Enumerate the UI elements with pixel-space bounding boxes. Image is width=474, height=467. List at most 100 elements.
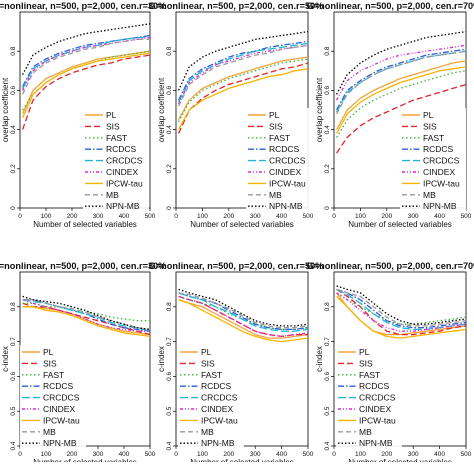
panel-2-legend-label-sis: SIS: [269, 121, 283, 131]
panel-4-series-sis: [22, 302, 151, 336]
panel-3-legend-label-ipcw-tau: IPCW-tau: [423, 178, 460, 188]
panel-1-xtick-label: 0: [18, 213, 22, 220]
panel-2-xlabel: Number of selected variables: [190, 220, 294, 229]
panel-4-ytick-label: 0.7: [10, 337, 17, 346]
panel-1-legend-bg: [83, 108, 149, 214]
panel-2-ytick-label: 0.4: [166, 125, 173, 134]
panel-5-legend-label-ipcw-tau: IPCW-tau: [201, 415, 238, 425]
panel-3-legend-label-mb: MB: [423, 190, 436, 200]
panel-3-ytick-label: 0.2: [324, 164, 331, 173]
panel-6-series-npn-mb: [336, 285, 467, 325]
panel-6-series-cindex: [336, 292, 467, 332]
panel-5-legend-label-crcdcs: CRCDCS: [201, 393, 238, 403]
panel-4-legend-label-fast: FAST: [43, 370, 64, 380]
panel-2-title: G=nonlinear, n=500, p=2,000, cen.r=50%: [149, 1, 324, 11]
panel-1-ytick-label: 0.8: [10, 46, 17, 55]
panel-4: G=nonlinear, n=500, p=2,000, cen.r=30% 0 1…: [0, 261, 166, 467]
panel-2-legend-label-fast: FAST: [269, 133, 290, 143]
panel-1-legend-label-cindex: CINDEX: [106, 167, 138, 177]
panel-1-title: G=nonlinear, n=500, p=2,000, cen.r=30%: [0, 1, 166, 11]
panel-3-series-rcdcs: [336, 48, 467, 111]
panel-4-series-ipcw-tau: [22, 306, 151, 338]
panel-5-legend-label-fast: FAST: [201, 370, 222, 380]
panel-6-xtick-label: 100: [355, 451, 366, 458]
panel-4-ylabel: c-index: [1, 346, 10, 372]
panel-6-xtick-label: 400: [434, 451, 445, 458]
panel-2-series-cindex: [178, 44, 309, 105]
panel-5-title: G=nonlinear, n=500, p=2,000, cen.r=50%: [149, 261, 324, 271]
panel-1-series-fast: [22, 50, 151, 111]
panel-3-legend-bg: [400, 108, 466, 214]
panel-1-legend-label-pl: PL: [106, 110, 117, 120]
panel-1-series-rcdcs: [22, 34, 151, 87]
panel-4-legend-label-crcdcs: CRCDCS: [43, 393, 80, 403]
panel-1-series-ipcw-tau: [22, 52, 151, 119]
panel-6-xtick-label: 500: [461, 451, 472, 458]
panel-6-legend-label-pl: PL: [359, 347, 370, 357]
panel-6-series-sis: [336, 288, 467, 336]
panel-1-ytick-label: 0: [10, 206, 17, 210]
panel-1-xlabel: Number of selected variables: [33, 220, 137, 229]
panel-3-legend-label-pl: PL: [423, 110, 434, 120]
panel-3-legend-label-cindex: CINDEX: [423, 167, 455, 177]
panel-4-ytick-label: 0.4: [10, 441, 17, 450]
panel-2-xtick-label: 400: [276, 213, 287, 220]
panel-3-xlabel: Number of selected variables: [348, 220, 452, 229]
panel-3-series-pl: [336, 60, 467, 130]
panel-3-legend-label-fast: FAST: [423, 133, 444, 143]
panel-3-legend-label-rcdcs: RCDCS: [423, 144, 454, 154]
panel-3-ytick-label: 0: [324, 206, 331, 210]
panel-2-legend-label-pl: PL: [269, 110, 280, 120]
panel-6-xlabel: Number of selected variables: [348, 458, 452, 462]
panel-2-xtick-label: 0: [174, 213, 178, 220]
panel-5-xtick-label: 500: [303, 451, 314, 458]
panel-4-xtick-label: 400: [119, 451, 130, 458]
panel-5: G=nonlinear, n=500, p=2,000, cen.r=50% 0 1…: [149, 261, 324, 467]
panel-1-ytick-label: 0.4: [10, 125, 17, 134]
panel-6-series-rcdcs: [336, 288, 467, 329]
panel-3: G=nonlinear, n=500, p=2,000, cen.r=70% 0 1…: [307, 1, 474, 229]
panel-3-ytick-label: 0.4: [324, 125, 331, 134]
panel-2-legend-bg: [246, 108, 312, 214]
panel-2-ytick-label: 0.8: [166, 46, 173, 55]
panel-5-series-crcdcs: [178, 292, 309, 332]
panel-4-xtick-label: 300: [93, 451, 104, 458]
panel-4-legend-label-pl: PL: [43, 347, 54, 357]
panel-6-ylabel: c-index: [315, 346, 324, 372]
panel-3-series-sis: [336, 83, 467, 154]
panel-6-xtick-label: 300: [408, 451, 419, 458]
panel-2-ytick-label: 0: [166, 206, 173, 210]
panel-2-legend-label-mb: MB: [269, 190, 282, 200]
panel-6-xtick-label: 200: [381, 451, 392, 458]
panel-6-xtick-label: 0: [332, 451, 336, 458]
panel-3-legend-label-crcdcs: CRCDCS: [423, 156, 460, 166]
panel-2-legend-label-crcdcs: CRCDCS: [269, 156, 306, 166]
panel-5-ytick-label: 0.7: [166, 337, 173, 346]
panel-3-xtick-label: 400: [434, 213, 445, 220]
panel-1-ytick-label: 0.6: [10, 86, 17, 95]
panel-2: G=nonlinear, n=500, p=2,000, cen.r=50% 0 1…: [149, 1, 324, 229]
panel-4-ytick-label: 0.6: [10, 372, 17, 381]
panel-4-title: G=nonlinear, n=500, p=2,000, cen.r=30%: [0, 261, 166, 271]
panel-3-series-mb: [336, 50, 467, 115]
panel-1-series-pl: [22, 50, 151, 115]
panel-5-series-fast: [178, 295, 309, 331]
panel-6-ytick-label: 0.7: [324, 337, 331, 346]
panel-6-series-mb: [336, 288, 467, 327]
panel-5-series-ipcw-tau: [178, 299, 309, 343]
panel-2-series-mb: [178, 44, 309, 107]
panel-1-xtick-label: 200: [67, 213, 78, 220]
panel-5-series-rcdcs: [178, 292, 309, 331]
panel-5-series-cindex: [178, 295, 309, 338]
panel-5-legend-bg: [178, 345, 244, 451]
panel-1-xtick-label: 400: [119, 213, 130, 220]
panel-5-legend-label-pl: PL: [201, 347, 212, 357]
panel-3-ytick-label: 0.6: [324, 86, 331, 95]
panel-2-series-fast: [178, 58, 309, 123]
panel-1-legend-label-ipcw-tau: IPCW-tau: [106, 178, 143, 188]
panel-6-legend-label-mb: MB: [359, 427, 372, 437]
panel-6-legend-label-ipcw-tau: IPCW-tau: [359, 415, 396, 425]
panel-4-legend-label-cindex: CINDEX: [43, 404, 75, 414]
